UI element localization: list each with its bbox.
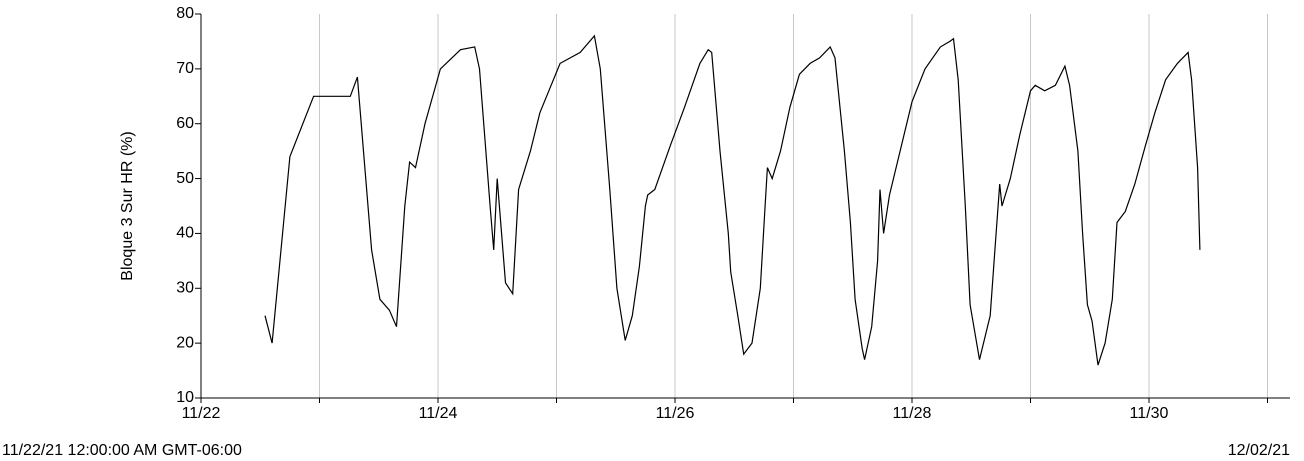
y-tick-label: 40: [176, 225, 194, 242]
x-tick-label: 11/28: [893, 405, 932, 422]
x-tick-label: 11/24: [419, 405, 458, 422]
y-axis-label: Bloque 3 Sur HR (%): [119, 131, 136, 280]
y-tick-label: 60: [176, 115, 194, 132]
x-tick-label: 11/26: [656, 405, 695, 422]
y-tick-label: 30: [176, 280, 194, 297]
end-label: 12/02/21: [1228, 442, 1290, 459]
start-label: 11/22/21 12:00:00 AM GMT-06:00: [2, 442, 242, 459]
x-tick-label: 11/22: [182, 405, 221, 422]
x-tick-label: 11/30: [1130, 405, 1169, 422]
y-tick-label: 20: [176, 334, 194, 351]
y-tick-label: 10: [176, 389, 194, 406]
data-line: [264, 34, 1201, 366]
y-tick-label: 70: [176, 60, 194, 77]
y-tick-label: 50: [176, 170, 194, 187]
y-tick-label: 80: [176, 5, 194, 22]
